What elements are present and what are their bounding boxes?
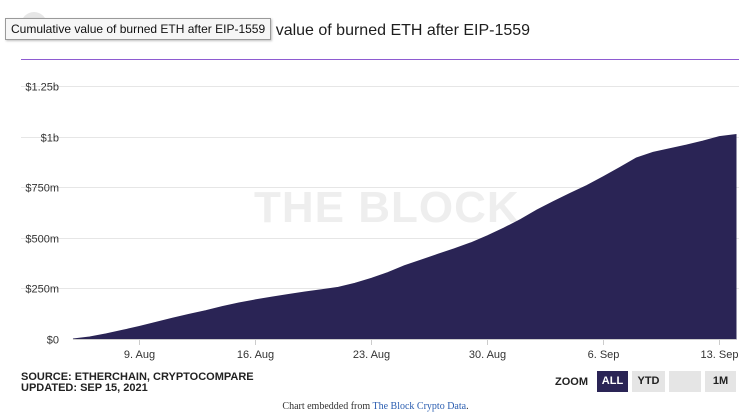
embed-prefix: Chart embedded from xyxy=(282,401,371,412)
zoom-ytd-button[interactable]: YTD xyxy=(632,371,665,392)
zoom-1m-button[interactable]: 1M xyxy=(705,371,736,392)
x-tick-label: 9. Aug xyxy=(124,349,155,361)
x-tick-label: 30. Aug xyxy=(469,349,506,361)
x-tick-label: 16. Aug xyxy=(237,349,274,361)
title-divider xyxy=(21,59,739,60)
area-chart: $0 $250m $500m $750m $1b $1.25b 9. Aug 16. Aug 2… xyxy=(21,82,739,361)
y-tick-label: $1.25b xyxy=(25,82,59,94)
zoom-blank-button[interactable] xyxy=(669,371,701,392)
embed-note: Chart embedded from The Block Crypto Dat… xyxy=(0,401,751,412)
burned-eth-area xyxy=(72,134,737,340)
y-tick-label: $0 xyxy=(47,335,59,347)
zoom-controls: ZOOM ALL YTD 1M xyxy=(555,371,736,392)
chart-title: ulative value of burned ETH after EIP-15… xyxy=(225,22,531,39)
watermark: THE BLOCK xyxy=(254,183,520,232)
zoom-label: ZOOM xyxy=(555,375,588,388)
embed-suffix: . xyxy=(466,401,469,412)
y-tick-label: $500m xyxy=(25,234,59,246)
source-block: SOURCE: ETHERCHAIN, CRYPTOCOMPARE UPDATE… xyxy=(21,372,254,394)
y-tick-label: $750m xyxy=(25,183,59,195)
title-tooltip: Cumulative value of burned ETH after EIP… xyxy=(5,18,272,40)
updated-text: UPDATED: SEP 15, 2021 xyxy=(21,382,148,394)
source-text: SOURCE: ETHERCHAIN, CRYPTOCOMPARE xyxy=(21,371,254,383)
y-tick-label: $250m xyxy=(25,284,59,296)
x-tick-label: 13. Sep xyxy=(701,349,739,361)
zoom-all-button[interactable]: ALL xyxy=(597,371,628,392)
embed-link[interactable]: The Block Crypto Data xyxy=(372,401,467,412)
x-tick-label: 6. Sep xyxy=(588,349,620,361)
y-tick-label: $1b xyxy=(41,133,59,145)
x-tick-label: 23. Aug xyxy=(353,349,390,361)
